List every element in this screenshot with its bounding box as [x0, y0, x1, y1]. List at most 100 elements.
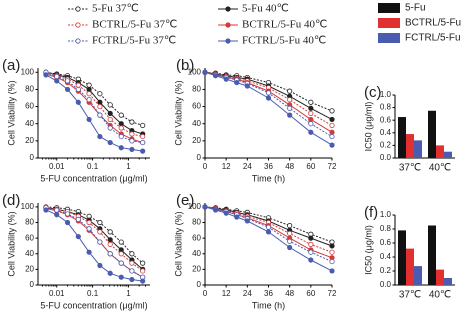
marker [86, 97, 92, 103]
x-tick-label: 0.1 [87, 289, 99, 298]
marker [329, 243, 335, 249]
marker [329, 258, 335, 265]
y-tick-label: 40 [25, 249, 34, 258]
bar [414, 266, 422, 285]
legend-label: FCTRL/5-Fu [405, 33, 461, 44]
marker [140, 260, 146, 266]
x-tick-label: 0 [203, 162, 208, 171]
y-tick-label: 0.4 [380, 252, 392, 261]
marker [308, 241, 314, 247]
marker [329, 116, 335, 123]
y-tick-label: 20 [25, 136, 34, 145]
marker [140, 133, 146, 140]
marker [129, 131, 135, 137]
y-tick-label: 20 [192, 264, 201, 273]
marker [223, 76, 229, 82]
marker [287, 244, 293, 251]
marker [64, 86, 71, 93]
y-tick-label: 0.8 [380, 224, 392, 233]
y-tick-label: 80 [25, 218, 34, 227]
y-tick-label: 0.6 [380, 115, 392, 124]
y-tick-label: 100 [188, 202, 202, 211]
marker [118, 274, 124, 280]
marker [329, 108, 335, 114]
x-tick-label: 72 [328, 162, 337, 171]
marker [64, 219, 71, 226]
y-axis-title: Cell Viability (%) [6, 211, 16, 276]
bar [398, 117, 406, 158]
legend-label: 5-Fu [405, 3, 426, 14]
marker [265, 224, 272, 230]
marker [308, 116, 314, 123]
x-tick-label: 48 [285, 289, 294, 298]
marker [107, 237, 113, 243]
marker [107, 116, 113, 123]
series-line [45, 206, 143, 272]
marker [43, 72, 49, 78]
series-line [45, 207, 144, 270]
marker [118, 260, 124, 266]
y-tick-label: 0.0 [380, 153, 392, 162]
marker [308, 99, 314, 105]
marker [140, 148, 146, 154]
marker [329, 268, 335, 274]
marker [118, 112, 124, 118]
legend-label: 5-Fu 40℃ [242, 3, 289, 15]
marker [129, 260, 135, 266]
legend-marker [225, 22, 231, 28]
marker [64, 78, 71, 84]
marker [54, 207, 60, 213]
legend-swatch [378, 3, 400, 13]
x-tick-label: 0.01 [49, 289, 65, 298]
bar [398, 230, 406, 285]
x-tick-label: 40℃ [429, 163, 451, 174]
y-tick-label: 60 [25, 233, 34, 242]
y-tick-label: 0.4 [380, 128, 392, 137]
marker [287, 97, 293, 103]
bar [444, 151, 452, 158]
marker [75, 82, 81, 88]
marker [86, 86, 92, 93]
panel-label: (d) [2, 192, 20, 209]
series-line [45, 74, 143, 152]
x-tick-label: 1 [126, 162, 131, 171]
x-tick-label: 48 [285, 162, 294, 171]
bar [428, 110, 436, 158]
y-tick-label: 80 [25, 85, 34, 94]
x-tick-label: 0.1 [87, 162, 99, 171]
marker [97, 239, 103, 245]
panel-label: (a) [2, 57, 20, 74]
marker [140, 278, 146, 284]
marker [129, 119, 135, 125]
marker [118, 121, 124, 127]
marker [202, 69, 208, 75]
legend-marker [75, 22, 81, 28]
marker [97, 229, 103, 235]
y-tick-label: 40 [192, 249, 201, 258]
y-tick-label: 60 [192, 102, 201, 111]
y-axis-title: Cell Viability (%) [173, 80, 183, 145]
x-tick-label: 37℃ [399, 163, 421, 174]
y-tick-label: 100 [21, 67, 35, 76]
marker [202, 204, 208, 210]
marker [97, 133, 103, 140]
marker [329, 249, 335, 255]
marker [308, 121, 314, 127]
bar [444, 278, 452, 285]
marker [97, 99, 103, 105]
marker [129, 276, 135, 283]
marker [75, 216, 81, 222]
x-tick-label: 0.01 [49, 162, 65, 171]
marker [129, 146, 135, 153]
marker [329, 122, 335, 129]
marker [308, 235, 314, 241]
marker [54, 78, 60, 84]
bar [406, 248, 414, 285]
marker [43, 207, 49, 213]
y-tick-label: 60 [25, 102, 34, 111]
marker [118, 145, 124, 151]
marker [86, 226, 92, 232]
marker [129, 138, 135, 144]
marker [64, 211, 71, 217]
y-tick-label: 40 [192, 119, 201, 128]
